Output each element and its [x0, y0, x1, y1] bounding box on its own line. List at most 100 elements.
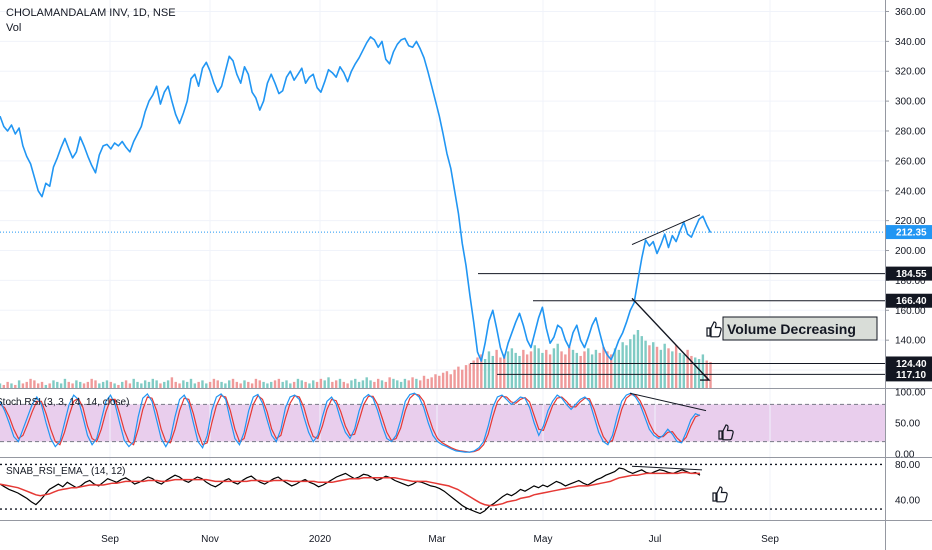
volume-bar: [457, 366, 460, 388]
stoch-tick-label: 50.00: [895, 419, 920, 430]
trendline-rsi-divergence[interactable]: [631, 465, 703, 471]
volume-bar: [315, 381, 319, 388]
volume-bar: [514, 352, 517, 388]
volume-bar: [541, 352, 544, 388]
stoch-band: [0, 404, 885, 442]
volume-bar: [346, 383, 349, 388]
volume-bar: [449, 374, 452, 388]
level-price-tag[interactable]: [886, 266, 932, 281]
stoch-d-line[interactable]: [0, 393, 701, 453]
time-tick-label: Mar: [428, 534, 446, 545]
volume-bar: [590, 354, 594, 388]
time-axis[interactable]: Sep Nov 2020 Mar May Jul Sep: [101, 534, 779, 545]
volume-bar: [300, 380, 303, 388]
levels-layer: [470, 273, 885, 375]
volume-bar: [525, 354, 529, 388]
thumbs-up-icon: [718, 424, 734, 441]
volume-bar: [415, 378, 418, 388]
volume-bar: [185, 381, 189, 388]
volume-bar: [216, 380, 219, 388]
volume-bar: [564, 354, 567, 388]
current-price-tag[interactable]: [886, 225, 932, 240]
volume-bar: [159, 383, 162, 388]
stoch-axis[interactable]: 100.00 50.00 0.00: [895, 388, 926, 461]
volume-bar: [510, 348, 514, 388]
level-price-tag[interactable]: [886, 293, 932, 308]
snab-rsi-line[interactable]: [0, 467, 701, 515]
volume-bar: [6, 381, 9, 388]
volume-decreasing-label-box[interactable]: [722, 316, 878, 341]
volume-legend[interactable]: Vol: [6, 22, 21, 34]
price-tick-label: 160.00: [895, 306, 926, 317]
volume-bar: [503, 354, 506, 388]
stoch-rsi-legend[interactable]: Stoch RSI (3, 3, 14, 14, close): [0, 397, 129, 408]
volume-bar: [361, 380, 365, 388]
snab-rsi-legend[interactable]: SNAB_RSI_EMA_ (14, 12): [6, 466, 126, 477]
volume-bar: [151, 378, 154, 388]
volume-bar: [625, 345, 628, 388]
volume-bar: [655, 346, 659, 388]
price-tick-label: 360.00: [895, 7, 926, 18]
volume-bar: [71, 383, 74, 388]
volume-bar: [495, 349, 498, 388]
symbol-title[interactable]: CHOLAMANDALAM INV, 1D, NSE: [6, 7, 176, 19]
volume-bar: [644, 340, 647, 388]
volume-bar: [567, 346, 571, 388]
volume-bar: [610, 354, 613, 388]
volume-bar: [548, 354, 552, 388]
volume-bar: [537, 348, 540, 388]
volume-bar: [396, 380, 399, 388]
snab-axis[interactable]: 80.00 40.00: [895, 460, 920, 507]
volume-bar: [98, 383, 101, 388]
volume-bar: [182, 380, 185, 388]
volume-bar: [254, 378, 258, 388]
volume-bar: [205, 383, 208, 388]
volume-bar: [109, 381, 112, 388]
volume-bar: [434, 374, 437, 388]
volume-bar: [2, 384, 6, 388]
level-price-tag[interactable]: [886, 367, 932, 382]
volume-bar: [128, 383, 132, 388]
volume-bar: [224, 383, 227, 388]
snab-layer: [0, 463, 885, 515]
volume-bar: [407, 380, 410, 388]
volume-bar: [491, 355, 494, 388]
volume-bar: [506, 351, 510, 388]
time-tick-label: Sep: [761, 534, 779, 545]
volume-bar: [323, 380, 326, 388]
level-price-tag-text: 166.40: [896, 296, 927, 307]
trendline-price-rising[interactable]: [631, 214, 701, 246]
stoch-k-line[interactable]: [0, 392, 701, 453]
volume-bar: [163, 381, 166, 388]
price-tick-label: 220.00: [895, 216, 926, 227]
price-tick-label: 320.00: [895, 67, 926, 78]
snab-tick-label: 40.00: [895, 496, 920, 507]
volume-bar: [686, 349, 689, 388]
volume-bar: [124, 380, 128, 388]
price-tick-label: 240.00: [895, 186, 926, 197]
price-line[interactable]: [0, 36, 712, 362]
volume-bar: [33, 380, 36, 388]
volume-bar: [208, 381, 212, 388]
volume-bar: [308, 383, 311, 388]
volume-bar: [403, 378, 407, 388]
trendline-volume-decreasing[interactable]: [631, 297, 709, 380]
trendline-stoch-divergence[interactable]: [629, 392, 707, 412]
volume-bar: [602, 346, 605, 388]
volume-bar: [155, 380, 158, 388]
volume-bar: [522, 349, 525, 388]
volume-bar: [67, 381, 70, 388]
volume-bar: [441, 372, 445, 388]
volume-bar: [174, 381, 177, 388]
snab-ema-line[interactable]: [0, 471, 700, 507]
volume-bar: [468, 363, 472, 388]
volume-bar: [621, 342, 624, 388]
level-price-tag[interactable]: [886, 356, 932, 371]
volume-bar: [285, 380, 288, 388]
volume-bar: [319, 378, 323, 388]
volume-bar: [384, 381, 388, 388]
volume-bar: [571, 349, 575, 388]
volume-bar: [472, 360, 475, 388]
